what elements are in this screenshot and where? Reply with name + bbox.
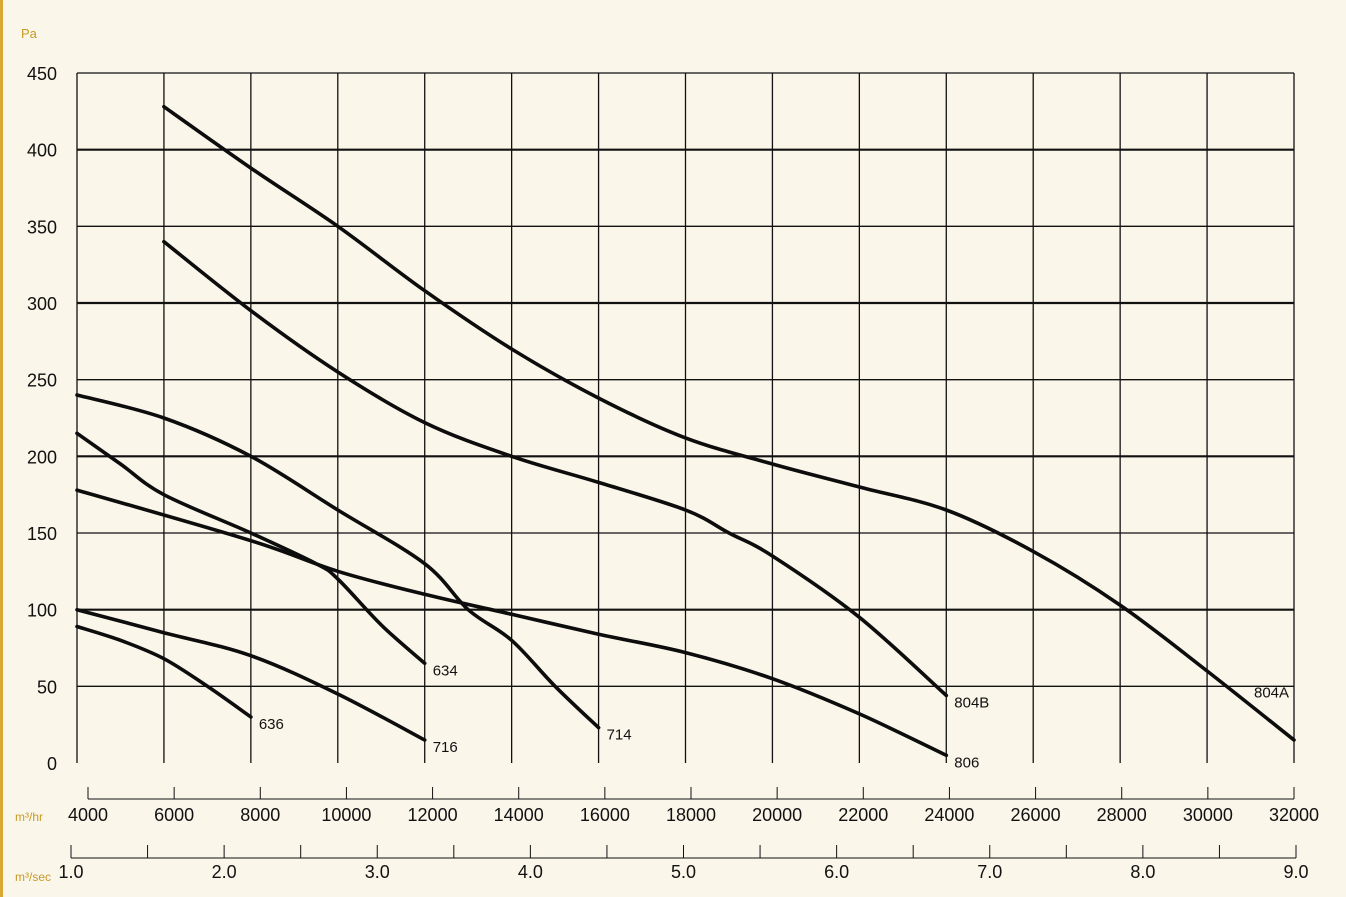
series-line-806 [75, 488, 949, 758]
x2-tick-label: 6.0 [824, 862, 849, 882]
y-tick-label: 200 [27, 447, 57, 467]
series-label-716: 716 [433, 739, 458, 756]
x2-tick-label: 5.0 [671, 862, 696, 882]
y-tick-label: 250 [27, 371, 57, 391]
x-tick-label: 26000 [1011, 805, 1061, 825]
x-axis-unit-m3hr: m³/hr [15, 810, 43, 824]
y-tick-label: 450 [27, 64, 57, 84]
x-axis-unit-m3sec: m³/sec [15, 870, 51, 884]
x2-tick-label: 1.0 [58, 862, 83, 882]
x-tick-label: 8000 [240, 805, 280, 825]
y-axis-unit: Pa [21, 26, 38, 41]
x-tick-label: 28000 [1097, 805, 1147, 825]
series-line-714 [75, 393, 601, 730]
y-tick-label: 400 [27, 141, 57, 161]
series-label-806: 806 [954, 754, 979, 771]
x2-tick-label: 2.0 [212, 862, 237, 882]
x-tick-label: 24000 [924, 805, 974, 825]
y-tick-label: 300 [27, 294, 57, 314]
series-line-804B [162, 239, 949, 698]
series-line-634 [75, 431, 427, 666]
x-tick-label: 4000 [68, 805, 108, 825]
x-tick-label: 6000 [154, 805, 194, 825]
y-tick-label: 150 [27, 524, 57, 544]
series-label-804A: 804A [1254, 685, 1289, 702]
x2-tick-label: 4.0 [518, 862, 543, 882]
series-line-804A [162, 104, 1296, 742]
x2-tick-label: 3.0 [365, 862, 390, 882]
x-tick-label: 10000 [321, 805, 371, 825]
x2-tick-label: 9.0 [1283, 862, 1308, 882]
y-tick-label: 100 [27, 601, 57, 621]
x-tick-label: 12000 [408, 805, 458, 825]
series-label-714: 714 [607, 727, 632, 744]
y-tick-label: 350 [27, 217, 57, 237]
x-tick-label: 32000 [1269, 805, 1319, 825]
series-line-636 [75, 624, 253, 719]
x-tick-label: 30000 [1183, 805, 1233, 825]
left-accent-bar [0, 0, 3, 897]
x-tick-label: 16000 [580, 805, 630, 825]
x2-tick-label: 8.0 [1130, 862, 1155, 882]
y-tick-label: 0 [47, 754, 57, 774]
series-line-716 [75, 607, 427, 742]
x-tick-label: 22000 [838, 805, 888, 825]
series-label-804B: 804B [954, 695, 989, 712]
y-tick-label: 50 [37, 677, 57, 697]
series-label-636: 636 [259, 716, 284, 733]
series-label-634: 634 [433, 662, 458, 679]
x-tick-label: 20000 [752, 805, 802, 825]
x-tick-label: 18000 [666, 805, 716, 825]
x-tick-label: 14000 [494, 805, 544, 825]
x2-tick-label: 7.0 [977, 862, 1002, 882]
